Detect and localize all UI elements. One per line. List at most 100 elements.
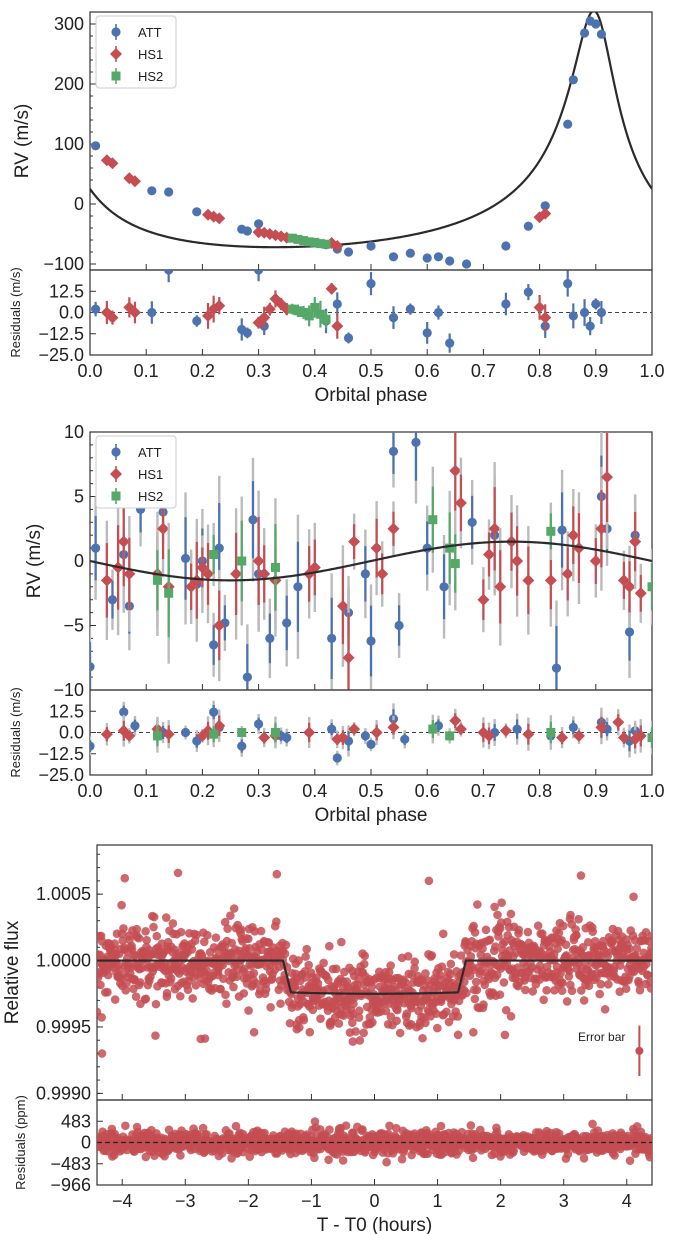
data-point-hs2 (315, 309, 325, 319)
data-point-att (248, 515, 258, 525)
flux-point (216, 984, 225, 994)
flux-point (634, 978, 644, 988)
residual-point (391, 1123, 401, 1133)
flux-point (250, 927, 260, 936)
residual-point (382, 1157, 391, 1167)
flux-point (187, 945, 197, 954)
flux-point (564, 966, 574, 976)
data-point-hs1 (601, 471, 614, 484)
data-point-att (254, 270, 264, 275)
data-point-att (388, 252, 399, 262)
flux-point (495, 990, 505, 999)
residual-point (436, 1121, 446, 1131)
data-point-hs1 (128, 306, 141, 319)
flux-point (449, 950, 459, 959)
data-point-hs1 (449, 714, 462, 727)
y-tick-label: −966 (50, 1175, 91, 1195)
residual-point (554, 1129, 564, 1138)
data-point-hs2 (152, 731, 162, 741)
data-point-hs2 (647, 733, 652, 743)
flux-point (149, 912, 159, 922)
flux-point (188, 994, 197, 1003)
plot-area (91, 16, 607, 269)
flux-point (506, 1012, 516, 1021)
legend-marker-hs1 (110, 468, 122, 480)
x-tick-label: 0.0 (77, 361, 102, 381)
residual-point (325, 1125, 334, 1134)
flux-point (395, 1028, 405, 1038)
flux-point (367, 982, 377, 991)
y-tick-label: 0 (74, 551, 84, 571)
data-point-hs1 (556, 731, 569, 744)
flux-point (492, 970, 502, 980)
flux-point (643, 970, 652, 980)
flux-point (533, 921, 543, 931)
data-point-hs1 (263, 303, 276, 316)
data-point-hs1 (157, 522, 170, 535)
data-point-att (405, 248, 415, 258)
flux-point (131, 992, 141, 1001)
flux-point (528, 987, 538, 996)
data-point-att (433, 307, 444, 318)
flux-point (97, 1049, 107, 1058)
flux-point (244, 1006, 253, 1015)
y-tick-label: 1.0005 (36, 884, 91, 904)
flux-point (280, 949, 290, 959)
data-point-att (563, 279, 573, 289)
flux-point (446, 959, 456, 969)
x-axis-title: Orbital phase (314, 385, 427, 406)
flux-point (351, 1027, 360, 1036)
flux-point (266, 1003, 275, 1012)
legend-label-hs1: HS1 (138, 47, 163, 62)
legend-label-hs2: HS2 (138, 69, 163, 84)
flux-point (252, 979, 261, 988)
flux-point (431, 1009, 441, 1019)
y-tick-label: −10 (53, 680, 84, 700)
flux-point (558, 921, 568, 931)
flux-point (103, 970, 113, 980)
flux-point (603, 951, 612, 961)
data-point-hs1 (522, 574, 535, 587)
flux-point (196, 1034, 206, 1044)
flux-point (121, 986, 131, 995)
data-point-hs1 (533, 301, 546, 314)
flux-point (542, 986, 551, 995)
flux-point (647, 943, 652, 953)
data-point-hs1 (623, 580, 636, 593)
flux-point (481, 925, 491, 935)
flux-point (574, 914, 583, 924)
y-tick-label: 0.9995 (36, 1017, 91, 1037)
data-point-hs1 (567, 529, 580, 542)
flux-point (506, 909, 516, 919)
residual-point (509, 1146, 518, 1155)
plot-area (90, 432, 652, 690)
data-point-hs1 (336, 600, 349, 613)
flux-point (567, 986, 577, 996)
data-point-hs1 (258, 567, 271, 580)
flux-point (469, 921, 478, 931)
data-point-hs2 (321, 314, 331, 324)
data-point-att (439, 582, 449, 592)
legend-label-att: ATT (138, 25, 162, 40)
data-point-att (282, 733, 292, 743)
data-point-att (624, 627, 635, 637)
data-point-hs1 (106, 157, 119, 170)
residual-point (121, 1121, 130, 1131)
flux-point (223, 924, 232, 933)
data-point-att (433, 252, 444, 262)
data-point-hs2 (304, 311, 314, 321)
flux-point (276, 999, 285, 1008)
data-point-att (585, 321, 595, 331)
flux-point (566, 910, 575, 920)
x-tick-label: 1.0 (639, 361, 664, 381)
y-tick-label: 10 (64, 422, 84, 442)
data-point-hs2 (428, 515, 438, 525)
data-point-att (422, 253, 432, 263)
data-point-hs2 (270, 728, 280, 737)
data-point-hs1 (325, 282, 338, 295)
data-point-hs2 (293, 234, 303, 244)
flux-point (227, 938, 237, 948)
flux-point (141, 927, 150, 936)
data-point-att (164, 270, 174, 275)
